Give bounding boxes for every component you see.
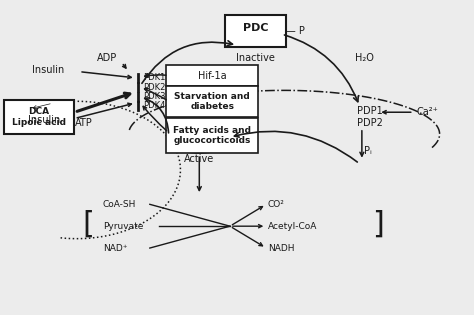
- Text: ADP: ADP: [97, 53, 118, 63]
- Text: Inactive: Inactive: [237, 53, 275, 63]
- Text: Insulin: Insulin: [32, 65, 64, 75]
- Text: NAD⁺: NAD⁺: [103, 243, 127, 253]
- Text: Fatty acids and
glucocorticoids: Fatty acids and glucocorticoids: [173, 126, 251, 145]
- Text: Insulin: Insulin: [27, 115, 60, 125]
- Text: Hif-1a: Hif-1a: [198, 71, 227, 81]
- Text: PDP1: PDP1: [357, 106, 383, 116]
- Text: PDK1: PDK1: [143, 73, 165, 83]
- FancyBboxPatch shape: [4, 100, 74, 134]
- Text: [: [: [82, 210, 94, 239]
- FancyBboxPatch shape: [166, 118, 258, 153]
- Text: CoA-SH: CoA-SH: [103, 200, 136, 209]
- Text: NADH: NADH: [268, 243, 294, 253]
- Text: Acetyl-CoA: Acetyl-CoA: [268, 222, 317, 231]
- Text: PDK3: PDK3: [143, 92, 165, 101]
- FancyBboxPatch shape: [166, 66, 258, 86]
- Text: H₂O: H₂O: [355, 53, 374, 63]
- Text: Ca²⁺: Ca²⁺: [416, 107, 438, 117]
- Text: Active: Active: [184, 154, 214, 164]
- Text: -OH: -OH: [232, 132, 251, 142]
- Ellipse shape: [169, 125, 230, 153]
- Text: Starvation and
diabetes: Starvation and diabetes: [174, 92, 250, 111]
- Text: PDK4: PDK4: [143, 101, 165, 111]
- Text: PDC: PDC: [187, 132, 211, 142]
- Text: PDK2: PDK2: [143, 83, 165, 92]
- Text: CO²: CO²: [268, 200, 284, 209]
- Text: ATP: ATP: [75, 118, 93, 128]
- FancyBboxPatch shape: [166, 86, 258, 117]
- Text: PDC: PDC: [243, 23, 269, 33]
- Text: ]: ]: [373, 210, 384, 239]
- Text: PDP2: PDP2: [357, 118, 383, 128]
- Text: — P: — P: [286, 26, 305, 36]
- Text: DCA
Lipoic acid: DCA Lipoic acid: [12, 107, 66, 127]
- Text: Pyruvate: Pyruvate: [103, 222, 143, 231]
- FancyBboxPatch shape: [225, 15, 286, 47]
- Text: Pᵢ: Pᵢ: [364, 146, 372, 156]
